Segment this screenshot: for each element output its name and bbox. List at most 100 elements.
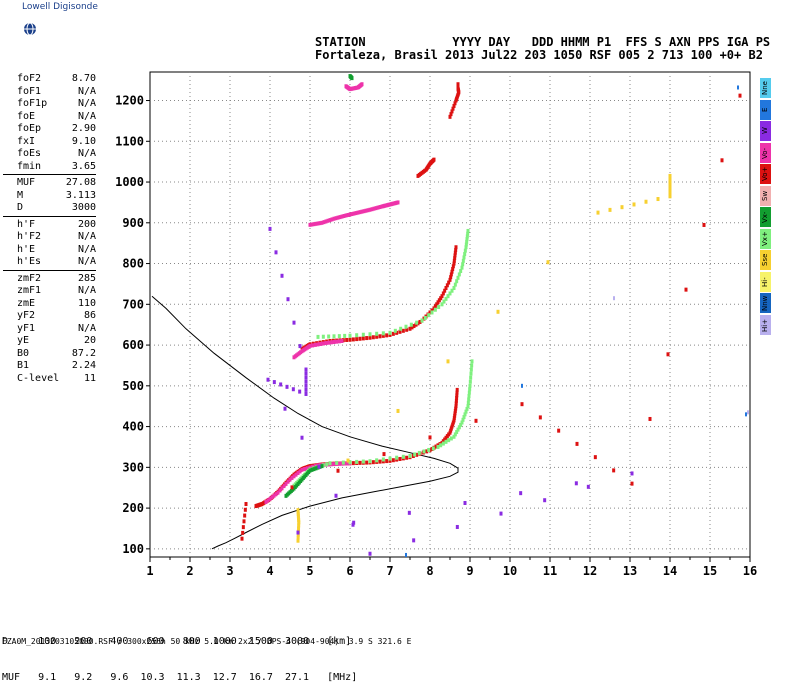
echo-point [279, 382, 283, 387]
echo-point [318, 221, 322, 226]
y-tick-label: 100 [122, 542, 144, 556]
x-tick-label: 8 [426, 564, 433, 578]
echo-point [452, 434, 456, 439]
echo-point [450, 424, 454, 429]
param-row: foEp 2.90 [3, 123, 96, 135]
echo-point [336, 468, 340, 473]
echo-point [304, 371, 308, 376]
echo-point [300, 435, 304, 440]
echo-point [401, 454, 405, 459]
echo-point [448, 114, 452, 119]
echo-point [496, 309, 500, 314]
echo-point [546, 260, 550, 265]
echo-point [455, 524, 459, 529]
y-tick-label: 300 [122, 460, 144, 474]
echo-point [454, 245, 458, 250]
echo-point [272, 493, 276, 498]
muf-distance-table: D 100 200 400 600 800 1000 1500 3000 [km… [2, 612, 357, 696]
echo-point [467, 390, 471, 395]
echo-point [304, 387, 308, 392]
x-tick-label: 12 [583, 564, 597, 578]
echo-point [432, 157, 436, 162]
echo-point [368, 332, 372, 337]
echo-point [382, 452, 386, 457]
echo-point [244, 502, 248, 507]
echo-point [468, 387, 472, 392]
echo-point [290, 485, 294, 490]
file-info-footer: FZA0M_2013203105000.RSF / 300x256h 50 kH… [2, 637, 412, 646]
x-tick-label: 7 [386, 564, 393, 578]
echo-point [467, 397, 471, 402]
echo-point [464, 409, 468, 414]
echo-point [308, 343, 312, 348]
legend-item: Vx- [760, 207, 771, 227]
echo-point [364, 208, 368, 213]
echo-point [414, 322, 418, 327]
echo-point [737, 85, 739, 90]
param-row: fmin 3.65 [3, 161, 96, 173]
echo-point [436, 444, 440, 449]
echo-point [332, 216, 336, 221]
echo-point [391, 458, 395, 463]
echo-point [451, 420, 455, 425]
echo-point [292, 320, 296, 325]
echo-point [308, 222, 312, 227]
echo-point [453, 408, 457, 413]
echo-point [327, 340, 331, 345]
echo-point [395, 455, 399, 460]
echo-point [345, 461, 349, 466]
param-value: 27.08 [65, 177, 96, 188]
echo-point [453, 250, 457, 255]
echo-point [405, 455, 409, 460]
echo-point [274, 250, 278, 255]
echo-point [316, 342, 320, 347]
legend-label: Vx- [761, 211, 769, 223]
echo-point [296, 535, 300, 540]
echo-point [304, 391, 308, 396]
echo-point [454, 401, 458, 406]
echo-point [460, 420, 464, 425]
param-row: h'F 200 [3, 219, 96, 231]
echo-point [276, 490, 280, 495]
echo-point [453, 101, 457, 106]
param-row: zmE 110 [3, 298, 96, 310]
echo-point [296, 532, 300, 537]
echo-point [361, 336, 365, 341]
echo-point [280, 273, 284, 278]
legend-item: Nnw [760, 293, 771, 313]
param-value: 2.24 [71, 360, 96, 371]
param-value: 110 [77, 297, 96, 309]
echo-point [452, 103, 456, 108]
echo-point [435, 302, 439, 307]
echo-point [453, 413, 457, 418]
param-value: N/A [77, 148, 96, 159]
echo-point [702, 222, 706, 227]
param-name: D [17, 202, 24, 213]
echo-point [462, 255, 466, 260]
echo-point [351, 461, 355, 466]
echo-point [286, 297, 290, 302]
echo-point [381, 333, 385, 338]
echo-point [433, 307, 437, 312]
echo-point [407, 510, 411, 515]
echo-point [372, 206, 376, 211]
echo-point [378, 205, 382, 210]
echo-point [241, 525, 245, 530]
echo-point [343, 333, 347, 338]
echo-point [431, 446, 435, 451]
echo-point [668, 184, 672, 189]
echo-point [334, 493, 338, 498]
echo-point [310, 222, 314, 227]
echo-point [368, 335, 372, 340]
echo-point [329, 340, 333, 345]
echo-point [368, 459, 372, 464]
echo-point [345, 337, 349, 342]
echo-point [405, 327, 409, 332]
echo-point [385, 333, 389, 338]
echo-point [332, 340, 336, 345]
echo-point [280, 486, 284, 491]
param-name: foEs [17, 148, 42, 159]
y-tick-label: 200 [122, 501, 144, 515]
param-name: foF1 [17, 85, 42, 97]
echo-point [327, 334, 331, 339]
